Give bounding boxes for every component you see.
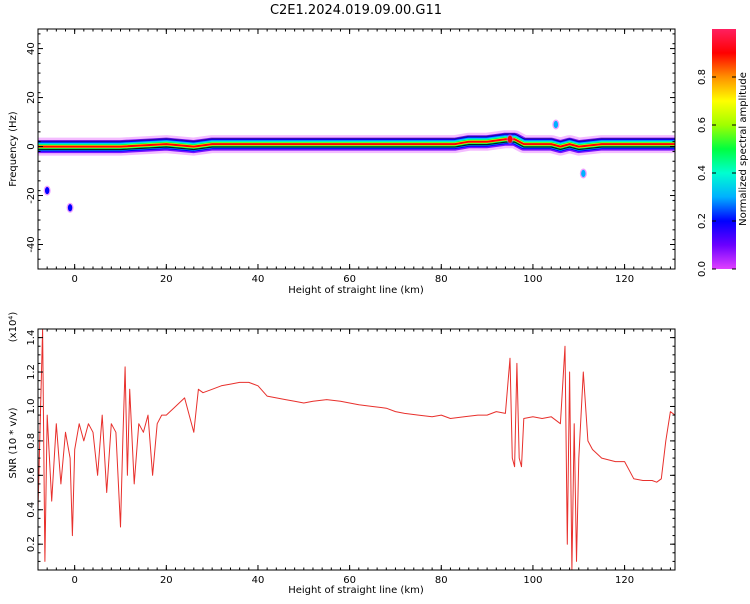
spectral-blob bbox=[507, 135, 513, 143]
spectral-blob bbox=[581, 169, 586, 178]
y-tick-label: 1.0 bbox=[26, 399, 37, 415]
snr-series-line bbox=[38, 329, 675, 570]
y-tick-label: 1.2 bbox=[26, 364, 37, 380]
x-tick-label: 120 bbox=[615, 274, 634, 285]
colorbar: 0.0 0.2 0.4 0.6 0.8 Normalized spectral ampl… bbox=[697, 29, 749, 277]
x-tick-label: 0 bbox=[71, 274, 77, 285]
spectral-blob bbox=[67, 204, 73, 212]
spectrogram-x-axis-label: Height of straight line (km) bbox=[288, 285, 424, 296]
x-tick-label: 60 bbox=[343, 575, 356, 586]
chart-title: C2E1.2024.019.09.00.G11 bbox=[270, 3, 442, 18]
spectral-blob bbox=[44, 187, 50, 195]
x-tick-label: 80 bbox=[435, 575, 448, 586]
snr-scale-label: (x10⁴) bbox=[8, 312, 19, 343]
x-tick-label: 40 bbox=[252, 575, 265, 586]
snr-panel: 0 20 40 60 80 100 120 0.2 0.4 0.6 0.8 1.0 1.2 1.4 He… bbox=[8, 312, 676, 596]
colorbar-tick-label: 0.2 bbox=[697, 213, 708, 229]
spectral-ridge-band bbox=[38, 138, 675, 148]
snr-x-ticks: 0 20 40 60 80 100 120 bbox=[37, 329, 671, 586]
colorbar-ticks: 0.0 0.2 0.4 0.6 0.8 bbox=[697, 69, 736, 277]
colorbar-tick-label: 0.4 bbox=[697, 165, 708, 181]
spectrogram-x-ticks: 0 20 40 60 80 100 120 bbox=[37, 29, 671, 285]
x-tick-label: 0 bbox=[71, 575, 77, 586]
x-tick-label: 20 bbox=[160, 575, 173, 586]
colorbar-label: Normalized spectral amplitude bbox=[738, 72, 749, 226]
y-tick-label: 1.4 bbox=[26, 330, 37, 346]
spectrogram-panel: 0 20 40 60 80 100 120 40 20 0 -20 -40 Height of st… bbox=[8, 28, 676, 296]
y-tick-label: 0.8 bbox=[26, 433, 37, 449]
y-tick-label: 0.2 bbox=[26, 536, 37, 552]
spectrogram-y-axis-label: Frequency (Hz) bbox=[8, 111, 19, 187]
colorbar-tick-label: 0.8 bbox=[697, 69, 708, 85]
colorbar-scale bbox=[712, 29, 736, 269]
y-tick-label: -20 bbox=[26, 187, 37, 203]
spectral-ridge-edge bbox=[38, 141, 675, 151]
y-tick-label: 0.4 bbox=[26, 502, 37, 518]
x-tick-label: 20 bbox=[160, 274, 173, 285]
colorbar-tick-label: 0.6 bbox=[697, 117, 708, 133]
y-tick-label: 20 bbox=[26, 91, 37, 104]
snr-plot-area bbox=[38, 329, 675, 570]
x-tick-label: 80 bbox=[435, 274, 448, 285]
colorbar-tick-label: 0.0 bbox=[697, 261, 708, 277]
snr-y-axis-label: SNR (10 * v/v) bbox=[8, 407, 19, 478]
spectrogram-y-ticks: 40 20 0 -20 -40 bbox=[26, 33, 675, 270]
y-tick-label: 0.6 bbox=[26, 467, 37, 483]
spectrogram-plot-area bbox=[38, 119, 675, 213]
y-tick-label: 0 bbox=[26, 143, 37, 149]
spectral-blob bbox=[553, 120, 559, 129]
x-tick-label: 100 bbox=[523, 274, 542, 285]
y-tick-label: 40 bbox=[26, 42, 37, 55]
x-tick-label: 40 bbox=[252, 274, 265, 285]
snr-x-axis-label: Height of straight line (km) bbox=[288, 585, 424, 596]
x-tick-label: 100 bbox=[523, 575, 542, 586]
spectral-ridge-edge-upper bbox=[38, 133, 675, 142]
x-tick-label: 120 bbox=[615, 575, 634, 586]
x-tick-label: 60 bbox=[343, 274, 356, 285]
y-tick-label: -40 bbox=[26, 236, 37, 252]
snr-y-ticks: 0.2 0.4 0.6 0.8 1.0 1.2 1.4 bbox=[26, 330, 675, 562]
spectrogram-frame bbox=[37, 28, 676, 270]
